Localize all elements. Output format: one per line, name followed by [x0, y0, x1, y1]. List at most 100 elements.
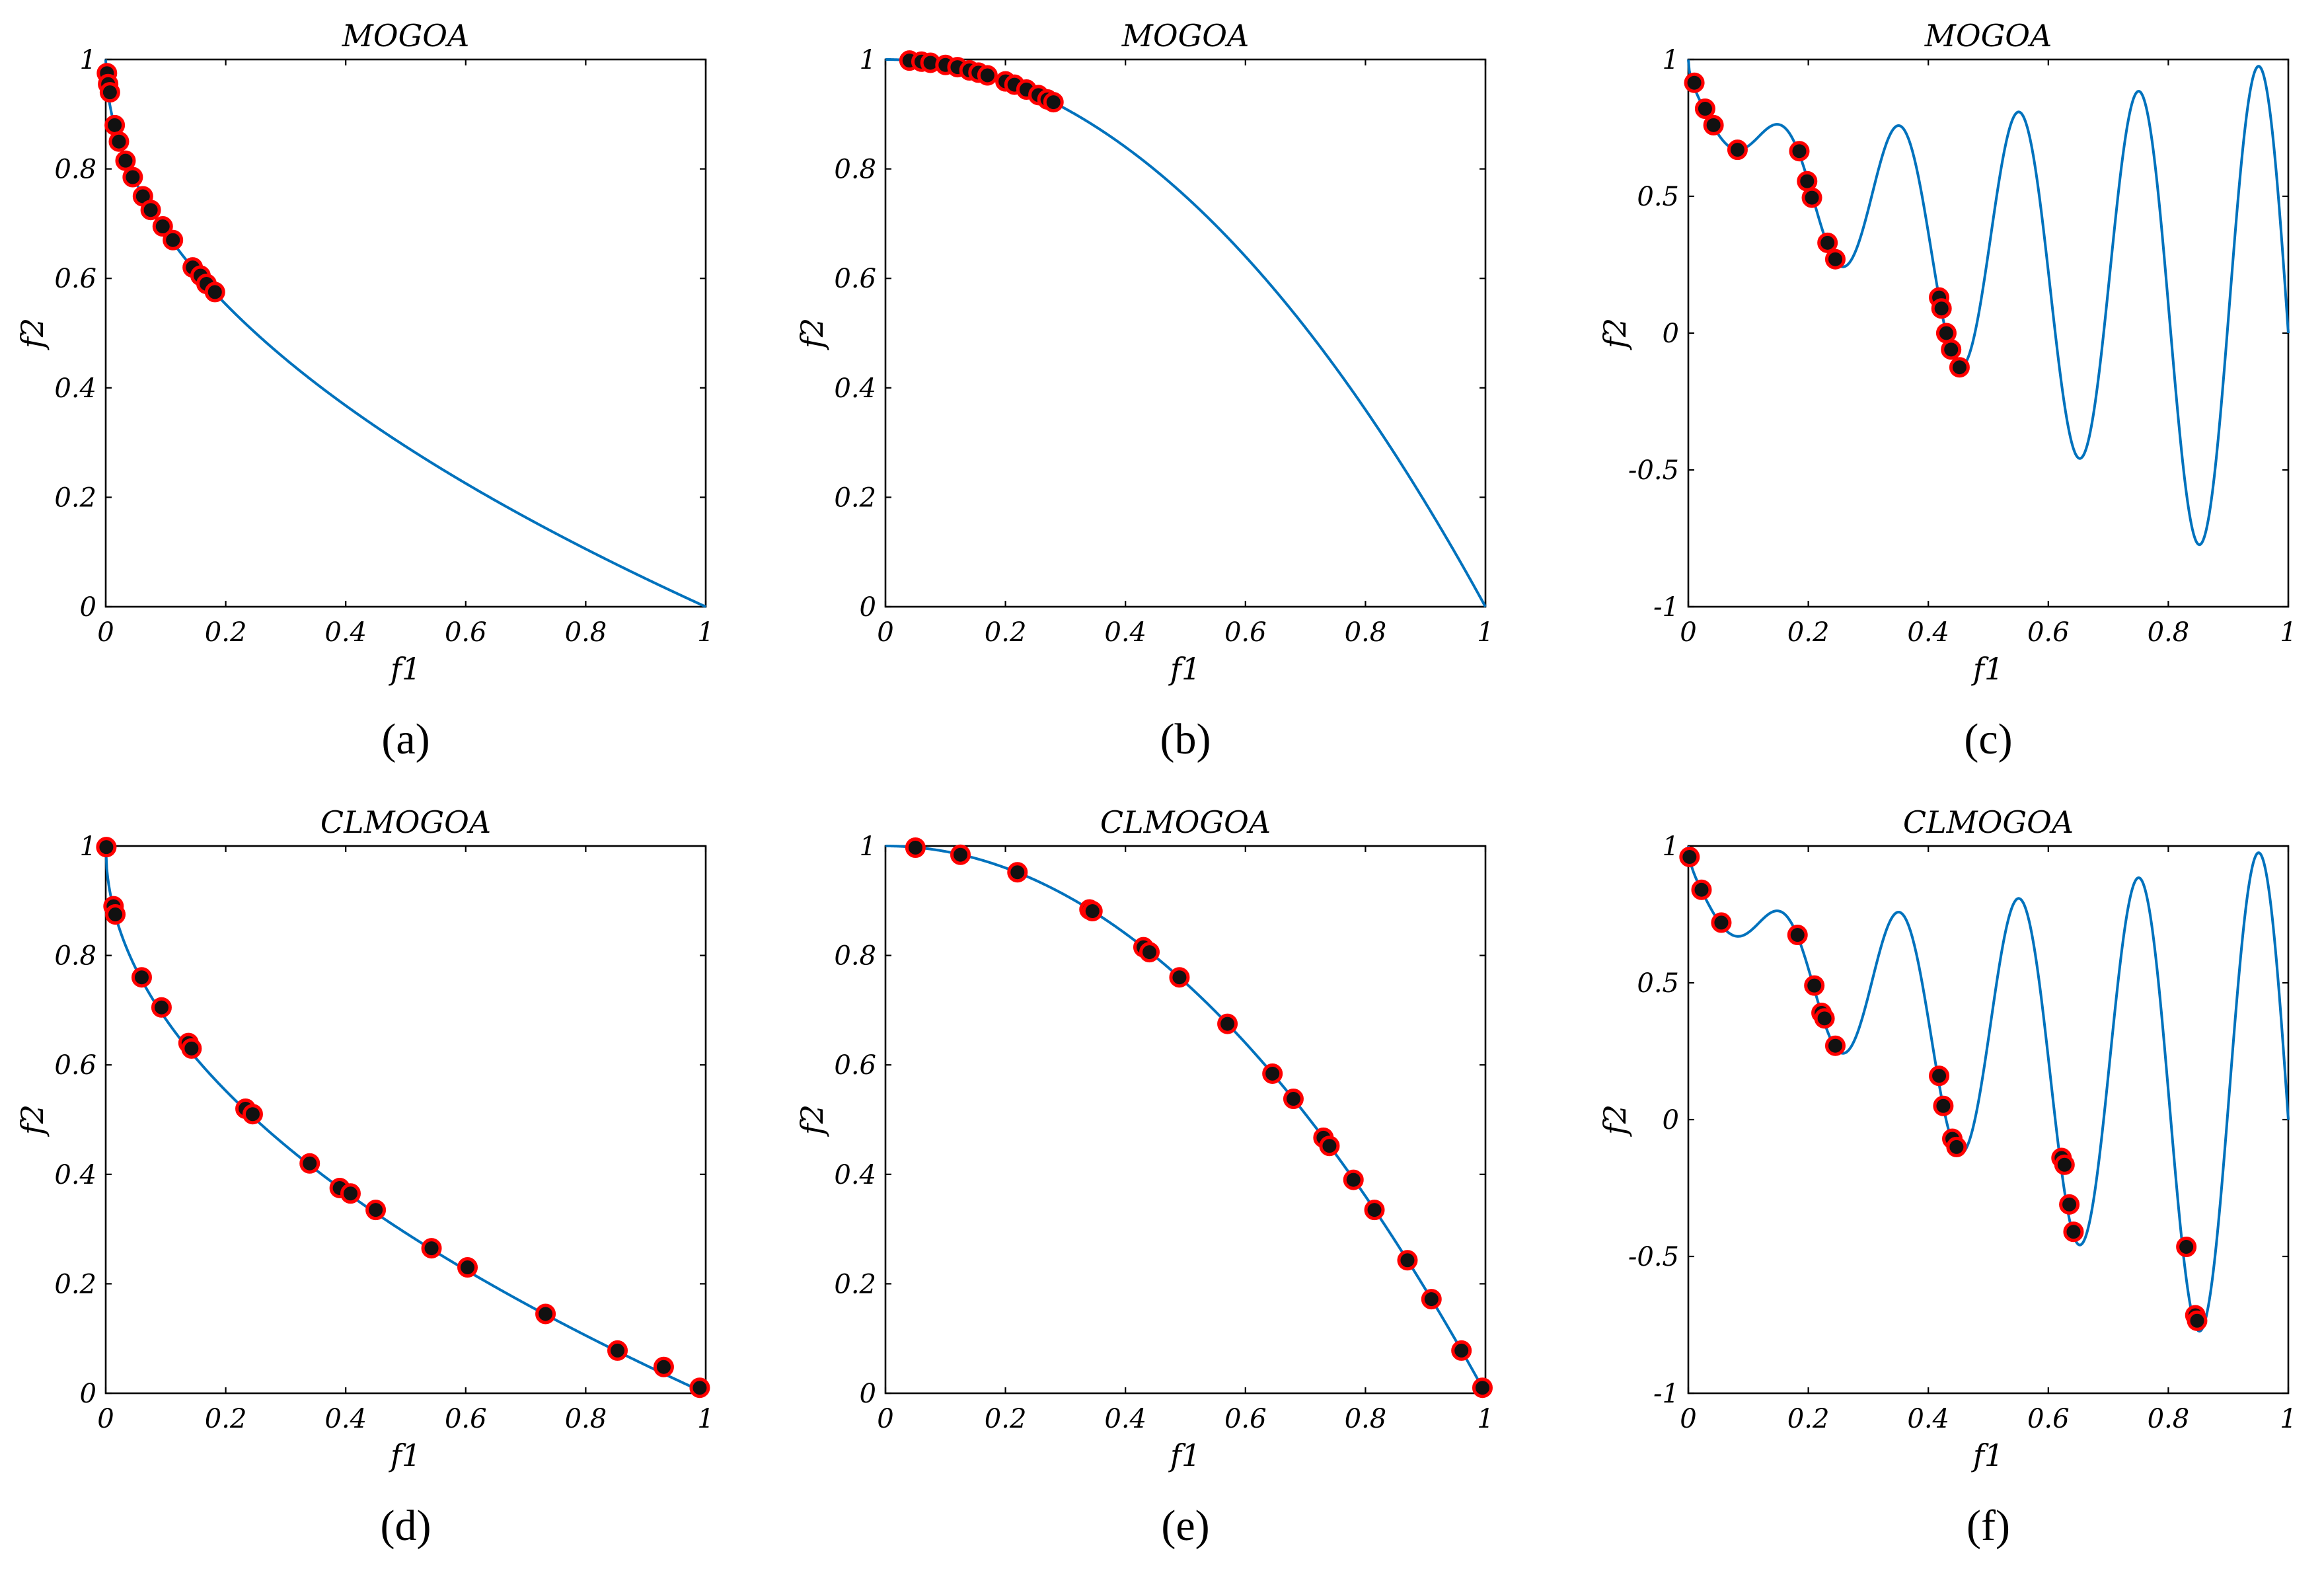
x-tick-label: 0.2 — [985, 1404, 1027, 1434]
x-tick-label: 0.4 — [1104, 1404, 1146, 1434]
y-tick-label: 1 — [1663, 831, 1679, 862]
subplot-4: 0 0.2 0.4 0.6 0.8 1 0 0.2 0.4 0.6 0.8 1 f1 f2 CLMOGOA (… — [15, 804, 714, 1550]
y-tick-label: 0.6 — [834, 1050, 876, 1081]
panel-label: (b) — [1160, 715, 1211, 763]
subplot-2: 0 0.2 0.4 0.6 0.8 1 0 0.2 0.4 0.6 0.8 1 f1 f2 MOGOA (b) — [794, 18, 1494, 763]
y-axis-label: f2 — [1597, 318, 1633, 350]
x-tick-label: 0.6 — [2027, 617, 2070, 648]
solution-point — [1949, 357, 1970, 378]
solution-point — [1262, 1063, 1283, 1084]
y-tick-label: 0.8 — [834, 941, 876, 972]
x-tick-label: 0.6 — [1224, 1404, 1267, 1434]
solution-point — [96, 837, 117, 858]
solution-point — [950, 844, 971, 865]
y-tick-label: 1 — [860, 831, 876, 862]
chart-title: CLMOGOA — [1903, 804, 2074, 840]
x-axis-label: f1 — [389, 651, 421, 687]
x-tick-label: 0 — [97, 617, 114, 648]
y-tick-label: 0.4 — [834, 373, 876, 404]
solution-point — [99, 82, 120, 103]
x-axis-label: f1 — [389, 1438, 421, 1473]
x-tick-label: 0.4 — [324, 1404, 367, 1434]
plot-area-frame — [104, 58, 707, 608]
y-tick-label: 0 — [80, 592, 96, 623]
solution-point — [1217, 1013, 1238, 1034]
solution-point — [607, 1340, 628, 1361]
y-tick-label: 0.6 — [834, 264, 876, 294]
y-axis-label: f2 — [15, 318, 50, 350]
solution-point — [1703, 114, 1724, 135]
y-tick-label: 1 — [1663, 45, 1679, 75]
solution-point — [2063, 1221, 2084, 1243]
solution-point — [1319, 1135, 1340, 1157]
x-tick-label: 0.2 — [205, 1404, 247, 1434]
solution-point — [689, 1377, 710, 1399]
y-tick-label: 0.8 — [834, 155, 876, 185]
x-tick-label: 0.4 — [324, 617, 367, 648]
x-tick-label: 0.8 — [2148, 1404, 2190, 1434]
chart-title: MOGOA — [1121, 18, 1250, 54]
solution-point — [535, 1303, 556, 1325]
solution-point — [1817, 232, 1838, 253]
y-tick-label: 0 — [860, 592, 876, 623]
solution-point — [1007, 862, 1028, 883]
solution-point — [1421, 1289, 1442, 1310]
x-tick-label: 0.2 — [1787, 617, 1830, 648]
y-axis-label: f2 — [794, 1104, 830, 1137]
panel-label: (e) — [1161, 1502, 1209, 1550]
solution-point — [421, 1238, 442, 1259]
solution-point — [1283, 1089, 1304, 1110]
solution-point — [151, 997, 172, 1018]
x-tick-label: 0.8 — [565, 1404, 607, 1434]
y-tick-label: 0 — [860, 1379, 876, 1409]
y-axis-label: f2 — [1597, 1104, 1633, 1137]
y-tick-label: 0.2 — [834, 1269, 876, 1299]
solution-point — [340, 1183, 361, 1204]
y-tick-label: 0.6 — [54, 264, 96, 294]
solution-point — [1082, 901, 1103, 922]
x-tick-label: 0.6 — [2027, 1404, 2070, 1434]
y-tick-label: 0.8 — [54, 155, 96, 185]
chart-title: MOGOA — [1924, 18, 2052, 54]
y-tick-label: 0.2 — [54, 1269, 96, 1299]
y-tick-label: 1 — [860, 45, 876, 75]
plot-area-frame — [884, 845, 1487, 1395]
solution-point — [115, 150, 136, 171]
y-axis-label: f2 — [794, 318, 830, 350]
y-axis-label: f2 — [15, 1104, 50, 1137]
y-tick-label: 0.5 — [1637, 968, 1679, 999]
x-tick-label: 0.2 — [1787, 1404, 1830, 1434]
y-tick-label: 0.4 — [54, 373, 96, 404]
solution-point — [1824, 1035, 1846, 1056]
y-tick-label: 0 — [1663, 319, 1679, 349]
solution-point — [1727, 139, 1748, 161]
x-tick-label: 1 — [697, 1404, 714, 1434]
solution-point — [1797, 171, 1818, 192]
y-tick-label: 0.2 — [54, 482, 96, 513]
solution-point — [977, 65, 998, 86]
x-tick-label: 0 — [877, 1404, 893, 1434]
y-tick-label: -0.5 — [1628, 1242, 1679, 1272]
plot-area-frame — [884, 58, 1487, 608]
solution-point — [108, 131, 130, 152]
x-tick-label: 0.8 — [565, 617, 607, 648]
solution-point — [122, 167, 143, 188]
solution-point — [1169, 967, 1190, 988]
y-tick-label: 1 — [80, 831, 96, 862]
x-tick-label: 0.6 — [1224, 617, 1267, 648]
solution-point — [1941, 339, 1962, 360]
pareto-front-curve — [885, 58, 1487, 607]
panel-label: (f) — [1967, 1502, 2010, 1550]
solution-point — [1931, 298, 1952, 319]
solution-point — [242, 1104, 263, 1125]
y-tick-label: 0 — [80, 1379, 96, 1409]
pareto-front-curve — [1687, 59, 2290, 547]
x-tick-label: 0.6 — [445, 1404, 487, 1434]
x-tick-label: 0.8 — [1345, 617, 1387, 648]
x-tick-label: 1 — [1477, 617, 1493, 648]
chart-title: MOGOA — [342, 18, 470, 54]
solution-point — [1139, 942, 1160, 963]
solution-point — [105, 904, 126, 925]
y-tick-label: 0.4 — [54, 1160, 96, 1190]
solution-point — [2187, 1310, 2208, 1331]
